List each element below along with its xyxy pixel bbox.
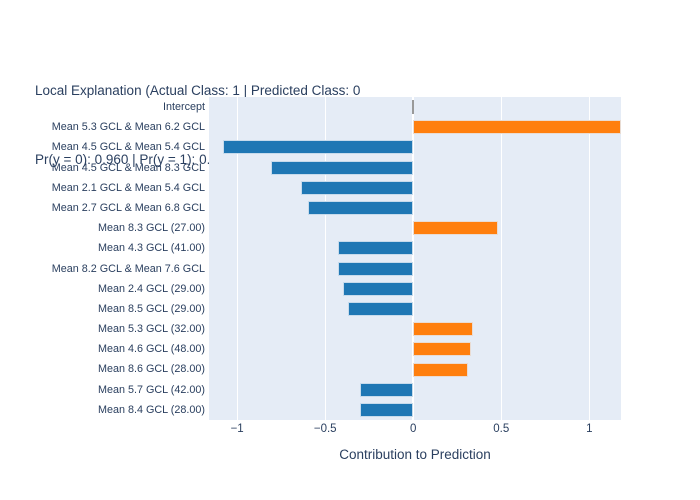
gridline (500, 97, 502, 420)
contribution-bar[interactable] (413, 221, 498, 236)
y-axis-label: Mean 5.3 GCL & Mean 6.2 GCL (51, 121, 205, 134)
y-axis-label: Mean 4.5 GCL & Mean 8.3 GCL (51, 161, 205, 174)
y-axis-labels: Intercept Mean 5.3 GCL & Mean 6.2 GCL Mean… (0, 97, 205, 420)
zero-line (412, 97, 415, 420)
bar-row (209, 178, 621, 198)
gridline (324, 97, 326, 420)
y-axis-label: Mean 4.3 GCL (41.00) (97, 242, 205, 255)
contribution-bar[interactable] (348, 301, 414, 316)
bar-row (209, 158, 621, 178)
bar-row (209, 218, 621, 238)
bar-row (209, 339, 621, 359)
bar-row (209, 259, 621, 279)
bar-row (209, 400, 621, 420)
bar-row (209, 319, 621, 339)
bar-row (209, 299, 621, 319)
bar-row (209, 137, 621, 157)
y-axis-label: Mean 8.3 GCL (27.00) (97, 222, 205, 235)
contribution-bar[interactable] (270, 160, 414, 175)
y-axis-label: Mean 8.6 GCL (28.00) (97, 363, 205, 376)
contribution-bar[interactable] (413, 120, 621, 135)
x-tick-label: 0 (410, 423, 417, 435)
y-axis-label: Mean 4.6 GCL (48.00) (97, 343, 205, 356)
contribution-bar[interactable] (223, 140, 414, 155)
plot-area[interactable] (209, 97, 621, 420)
contribution-bar[interactable] (413, 322, 474, 337)
bar-row (209, 117, 621, 137)
x-axis-ticks: −1 −0.5 0 0.5 1 (0, 423, 700, 439)
contribution-bar[interactable] (337, 261, 414, 276)
bar-row (209, 380, 621, 400)
contribution-bar[interactable] (413, 362, 468, 377)
contribution-bar[interactable] (360, 382, 414, 397)
gridline (236, 97, 238, 420)
x-axis-title: Contribution to Prediction (339, 447, 491, 462)
contribution-bar[interactable] (307, 201, 414, 216)
y-axis-label: Intercept (162, 101, 205, 113)
y-axis-label: Mean 2.7 GCL & Mean 6.8 GCL (51, 201, 205, 214)
contribution-bar[interactable] (413, 342, 472, 357)
y-axis-label: Mean 5.7 GCL (42.00) (97, 383, 205, 396)
contribution-bar[interactable] (342, 281, 414, 296)
y-axis-label: Mean 2.4 GCL (29.00) (97, 282, 205, 295)
x-tick-label: 1 (586, 423, 593, 435)
bar-row (209, 198, 621, 218)
figure-title-line1: Local Explanation (Actual Class: 1 | Pre… (35, 83, 361, 98)
contribution-bar[interactable] (300, 180, 414, 195)
gridline (588, 97, 590, 420)
y-axis-label: Mean 8.4 GCL (28.00) (97, 403, 205, 416)
y-axis-label: Mean 5.3 GCL (32.00) (97, 323, 205, 336)
bar-row (209, 97, 621, 117)
bar-row (209, 279, 621, 299)
x-tick-label: −1 (230, 423, 244, 435)
bar-row (209, 238, 621, 258)
y-axis-label: Mean 8.2 GCL & Mean 7.6 GCL (51, 262, 205, 275)
y-axis-label: Mean 2.1 GCL & Mean 5.4 GCL (51, 181, 205, 194)
y-axis-label: Mean 8.5 GCL (29.00) (97, 302, 205, 315)
x-tick-label: −0.5 (313, 423, 337, 435)
bar-row (209, 359, 621, 379)
x-tick-label: 0.5 (493, 423, 510, 435)
y-axis-label: Mean 4.5 GCL & Mean 5.4 GCL (51, 141, 205, 154)
contribution-bar[interactable] (360, 402, 414, 417)
contribution-bar[interactable] (411, 100, 415, 115)
contribution-bar[interactable] (337, 241, 414, 256)
